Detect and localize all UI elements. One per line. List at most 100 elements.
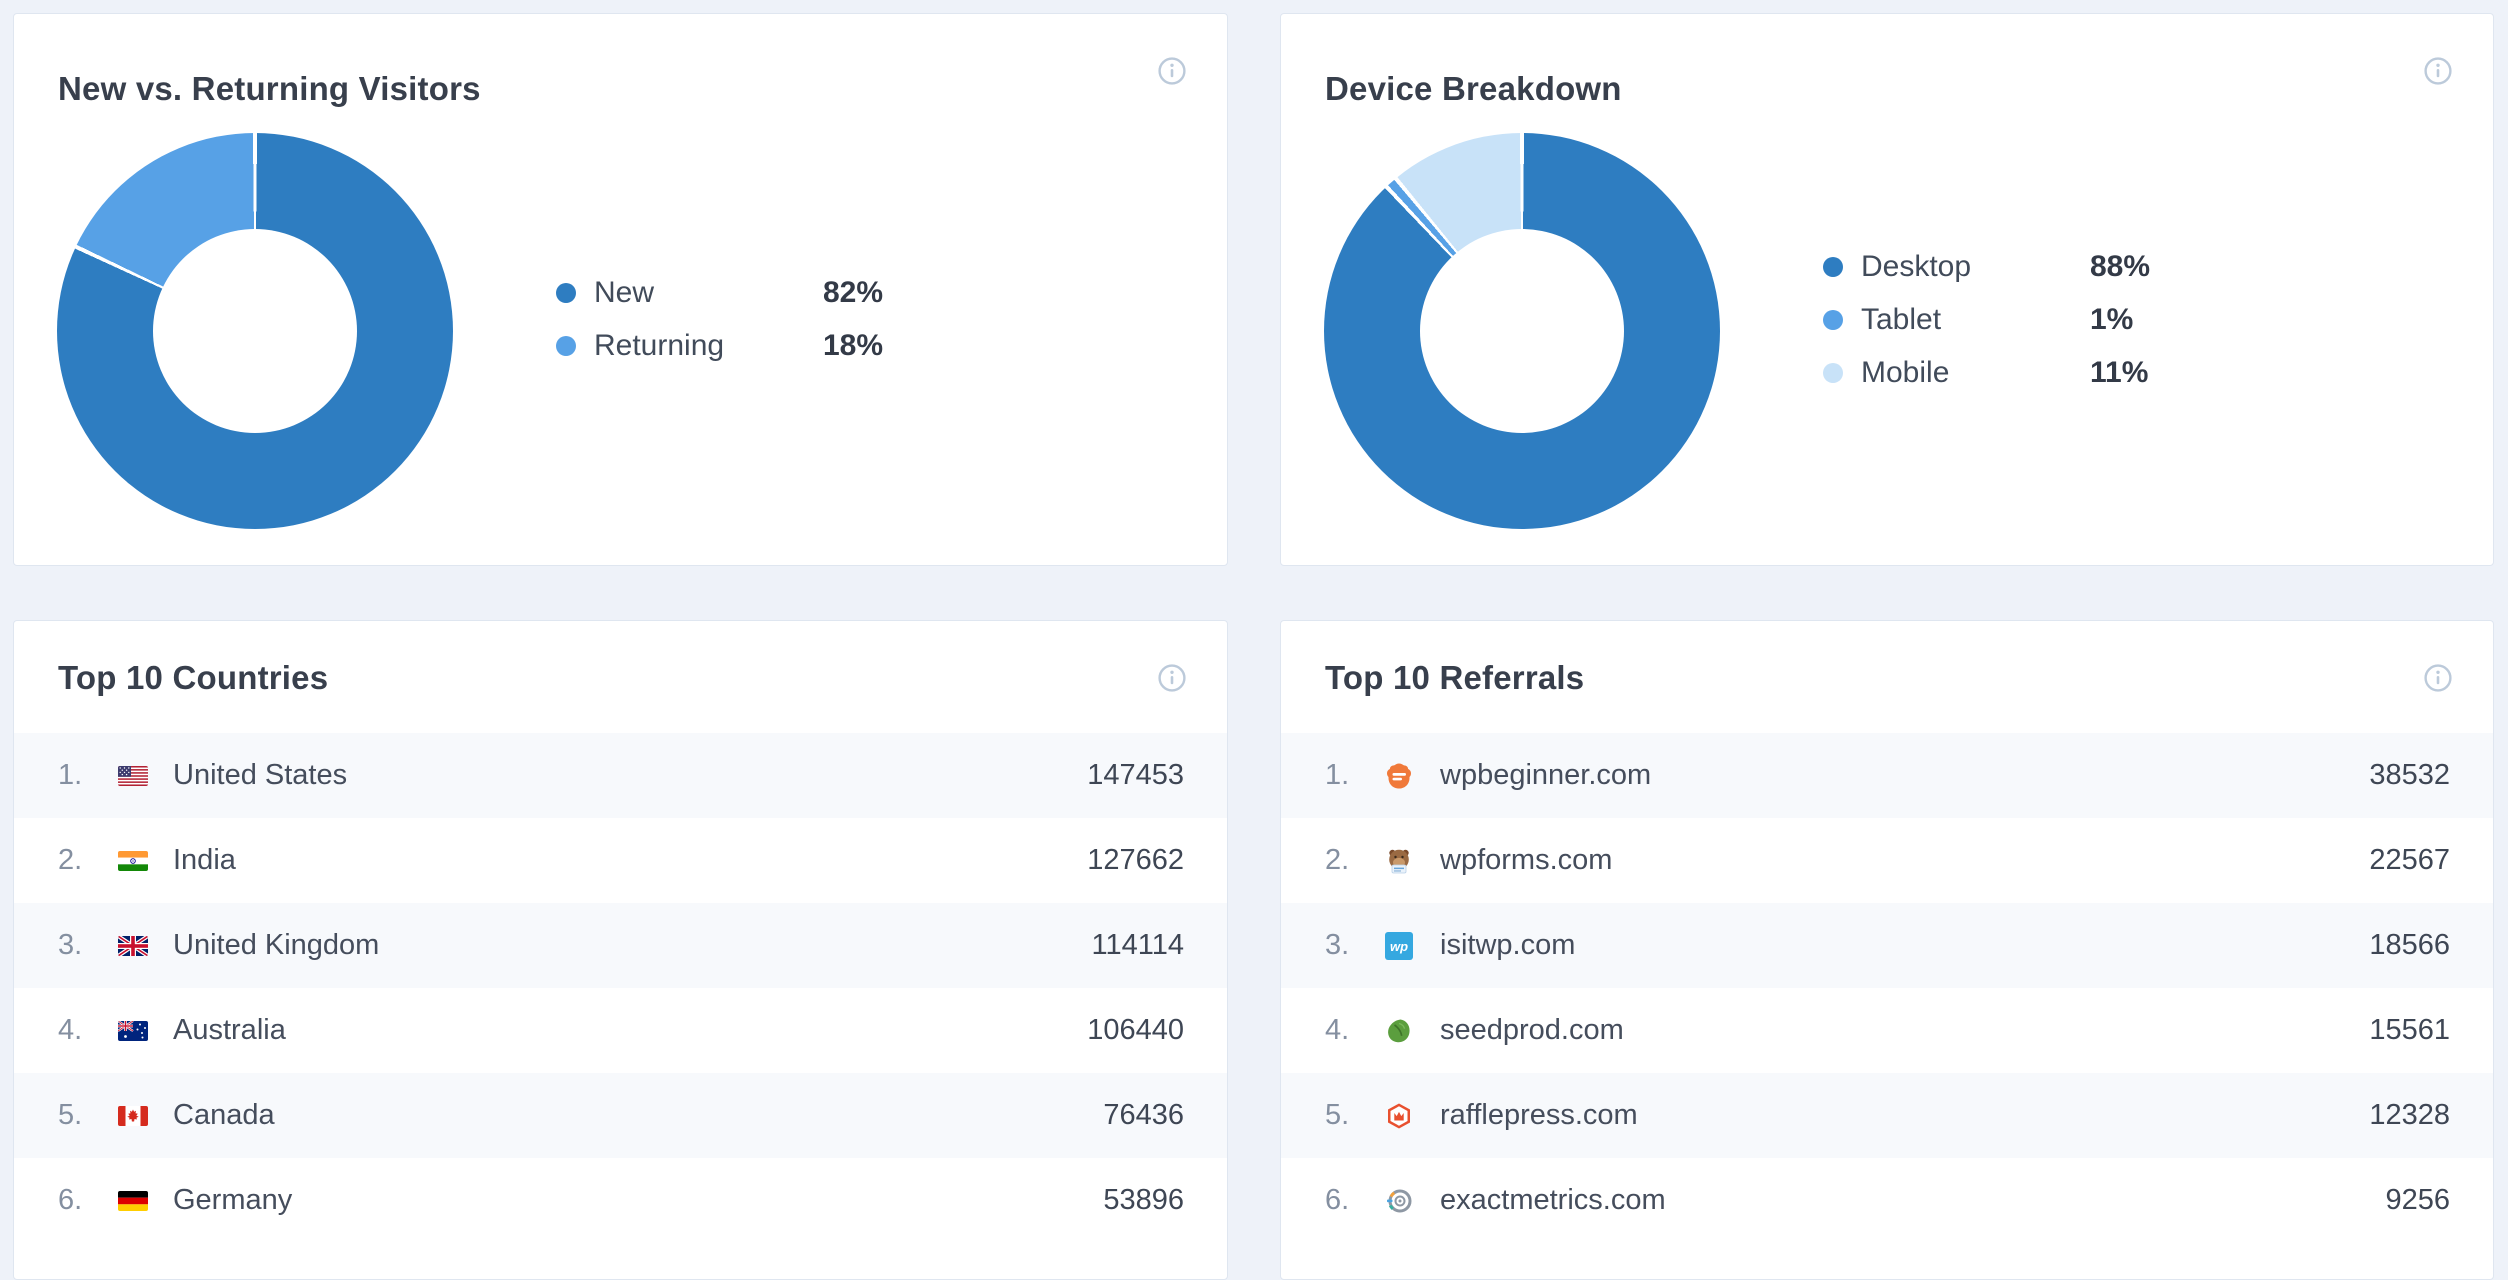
flag-united-kingdom-icon — [118, 935, 148, 956]
devices-chart-legend: Desktop 88% Tablet 1% Mobile 11% — [1823, 240, 2150, 399]
legend-label: Tablet — [1861, 302, 1942, 336]
country-value: 147453 — [1087, 759, 1184, 791]
country-name: India — [173, 844, 236, 876]
referral-value: 12328 — [2369, 1099, 2450, 1131]
legend-dot-desktop-icon — [1823, 256, 1843, 277]
referral-value: 15561 — [2369, 1014, 2450, 1046]
legend-value: 1% — [2090, 302, 2134, 336]
legend-item-returning: Returning 18% — [556, 319, 883, 372]
exactmetrics-favicon-icon — [1385, 1187, 1415, 1215]
seedprod-favicon-icon — [1385, 1017, 1415, 1045]
row-rank: 3. — [58, 929, 83, 961]
legend-item-new: New 82% — [556, 266, 883, 319]
country-value: 53896 — [1103, 1184, 1184, 1216]
donut-hole — [1420, 229, 1624, 433]
country-row: 3. United Kingdom 114114 — [14, 903, 1227, 988]
row-rank: 4. — [1325, 1014, 1350, 1046]
info-icon[interactable] — [1158, 664, 1186, 692]
visitors-chart-legend: New 82% Returning 18% — [556, 266, 883, 372]
analytics-dashboard-page: { "page": { "background": "#eef2f9", "ca… — [13, 13, 2494, 1280]
referrals-list: 1. wpbeginner.com 38532 2. wpforms.com 2… — [1281, 733, 2493, 1243]
legend-dot-tablet-icon — [1823, 309, 1843, 330]
row-rank: 4. — [58, 1014, 83, 1046]
visitors-donut-chart[interactable] — [57, 133, 453, 529]
row-rank: 2. — [58, 844, 83, 876]
referral-value: 22567 — [2369, 844, 2450, 876]
info-icon[interactable] — [2424, 664, 2452, 692]
row-rank: 1. — [58, 759, 83, 791]
referral-domain: wpforms.com — [1440, 844, 1613, 876]
referral-domain: rafflepress.com — [1440, 1099, 1638, 1131]
country-name: Australia — [173, 1014, 286, 1046]
devices-card: Device Breakdown Desktop 88% Tablet 1% M… — [1280, 13, 2494, 566]
legend-item-tablet: Tablet 1% — [1823, 293, 2150, 346]
legend-label: Returning — [594, 328, 725, 362]
referral-domain: isitwp.com — [1440, 929, 1576, 961]
referrals-card-title: Top 10 Referrals — [1325, 659, 1585, 696]
devices-donut-chart[interactable] — [1324, 133, 1720, 529]
country-row: 4. Australia 106440 — [14, 988, 1227, 1073]
row-rank: 6. — [58, 1184, 83, 1216]
referrals-card: Top 10 Referrals 1. wpbeginner.com 38532… — [1280, 620, 2494, 1280]
info-icon[interactable] — [2424, 57, 2452, 85]
country-name: United Kingdom — [173, 929, 380, 961]
row-rank: 2. — [1325, 844, 1350, 876]
referral-value: 9256 — [2385, 1184, 2450, 1216]
legend-item-mobile: Mobile 11% — [1823, 346, 2150, 399]
referral-row: 5. rafflepress.com 12328 — [1281, 1073, 2493, 1158]
referral-domain: exactmetrics.com — [1440, 1184, 1666, 1216]
legend-dot-returning-icon — [556, 335, 576, 356]
referral-row: 1. wpbeginner.com 38532 — [1281, 733, 2493, 818]
country-value: 114114 — [1091, 929, 1184, 961]
legend-value: 11% — [2090, 355, 2149, 389]
country-value: 127662 — [1087, 844, 1184, 876]
referral-row: 6. exactmetrics.com 9256 — [1281, 1158, 2493, 1243]
row-rank: 1. — [1325, 759, 1350, 791]
referral-value: 38532 — [2369, 759, 2450, 791]
country-value: 106440 — [1087, 1014, 1184, 1046]
countries-card-title: Top 10 Countries — [58, 659, 329, 696]
legend-label: New — [594, 275, 655, 309]
row-rank: 3. — [1325, 929, 1350, 961]
referral-domain: seedprod.com — [1440, 1014, 1624, 1046]
countries-list: 1. United States 147453 2. India 127662 … — [14, 733, 1227, 1243]
flag-united-states-icon — [118, 765, 148, 786]
country-name: United States — [173, 759, 348, 791]
legend-dot-new-icon — [556, 282, 576, 303]
wpbeginner-favicon-icon — [1385, 762, 1415, 790]
info-icon[interactable] — [1158, 57, 1186, 85]
legend-label: Desktop — [1861, 249, 1972, 283]
referral-row: 2. wpforms.com 22567 — [1281, 818, 2493, 903]
flag-germany-icon — [118, 1190, 148, 1211]
row-rank: 5. — [1325, 1099, 1350, 1131]
country-name: Canada — [173, 1099, 275, 1131]
row-rank: 5. — [58, 1099, 83, 1131]
referral-domain: wpbeginner.com — [1440, 759, 1652, 791]
svg-text:wp: wp — [1390, 939, 1408, 954]
country-name: Germany — [173, 1184, 293, 1216]
legend-value: 88% — [2090, 249, 2151, 283]
referral-row: 4. seedprod.com 15561 — [1281, 988, 2493, 1073]
isitwp-favicon-icon: wp — [1385, 931, 1415, 960]
country-row: 5. Canada 76436 — [14, 1073, 1227, 1158]
flag-canada-icon — [118, 1105, 148, 1126]
row-rank: 6. — [1325, 1184, 1350, 1216]
flag-india-icon — [118, 850, 148, 871]
wpforms-favicon-icon — [1385, 847, 1415, 875]
visitors-card-title: New vs. Returning Visitors — [58, 70, 481, 107]
countries-card: Top 10 Countries 1. United States 147453… — [13, 620, 1228, 1280]
legend-dot-mobile-icon — [1823, 362, 1843, 383]
country-value: 76436 — [1103, 1099, 1184, 1131]
donut-hole — [153, 229, 357, 433]
country-row: 6. Germany 53896 — [14, 1158, 1227, 1243]
country-row: 2. India 127662 — [14, 818, 1227, 903]
referral-row: 3. wp isitwp.com 18566 — [1281, 903, 2493, 988]
rafflepress-favicon-icon — [1385, 1102, 1415, 1130]
referral-value: 18566 — [2369, 929, 2450, 961]
country-row: 1. United States 147453 — [14, 733, 1227, 818]
legend-value: 82% — [823, 275, 884, 309]
legend-label: Mobile — [1861, 355, 1950, 389]
flag-australia-icon — [118, 1020, 148, 1041]
legend-item-desktop: Desktop 88% — [1823, 240, 2150, 293]
visitors-card: New vs. Returning Visitors New 82% Retur… — [13, 13, 1228, 566]
